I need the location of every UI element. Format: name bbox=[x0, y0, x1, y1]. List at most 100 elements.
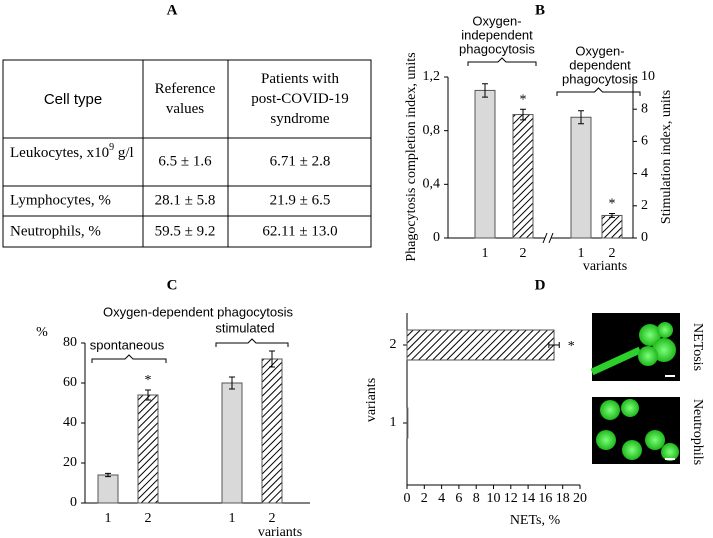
image-label: NETosis bbox=[690, 323, 705, 371]
micrograph bbox=[590, 313, 680, 381]
x-tick-label: 16 bbox=[538, 491, 552, 506]
annotation: independent bbox=[461, 27, 533, 42]
axis-break bbox=[542, 232, 554, 244]
error-bar bbox=[578, 110, 584, 125]
x-tick-label: 12 bbox=[504, 491, 518, 506]
significance-mark: * bbox=[609, 197, 616, 212]
bar bbox=[601, 214, 623, 239]
x-axis-label: variants bbox=[583, 259, 627, 274]
x-axis-label: variants bbox=[258, 525, 302, 538]
y2-tick-label: 10 bbox=[641, 69, 655, 84]
y-tick-label: 0,8 bbox=[423, 123, 441, 138]
annotation: Oxygen-dependent phagocytosis bbox=[103, 304, 294, 319]
x-tick-label: 14 bbox=[521, 491, 535, 506]
y-tick-label: 0,4 bbox=[423, 177, 441, 192]
y2-tick-label: 6 bbox=[641, 134, 648, 149]
y2-tick-label: 2 bbox=[641, 198, 648, 213]
y2-axis-label: Stimulation index, units bbox=[659, 90, 674, 224]
significance-mark: * bbox=[568, 339, 575, 354]
brace bbox=[91, 354, 167, 363]
x-tick-label: 1 bbox=[482, 246, 489, 261]
error-bar bbox=[145, 389, 151, 401]
x-tick-label: 20 bbox=[573, 491, 587, 506]
significance-mark: * bbox=[520, 92, 527, 107]
x-tick-label: 2 bbox=[609, 246, 616, 261]
annotation: phagocytosis bbox=[562, 71, 638, 86]
y-tick-label: 60 bbox=[63, 375, 77, 390]
y-axis-label: Phagocytosis completion index, units bbox=[404, 52, 419, 261]
error-bar bbox=[548, 342, 560, 348]
bar bbox=[261, 358, 283, 504]
y-tick-label: 40 bbox=[63, 415, 77, 430]
table-cell: Leukocytes, x109 g/l bbox=[10, 142, 134, 161]
bar bbox=[406, 407, 409, 439]
y2-tick-label: 4 bbox=[641, 166, 648, 181]
y-tick-label: 1 bbox=[390, 415, 397, 430]
panel-label: D bbox=[535, 277, 546, 293]
table-cell: 6.71 ± 2.8 bbox=[270, 153, 331, 169]
x-tick-label: 2 bbox=[520, 246, 527, 261]
table-cell: 62.11 ± 13.0 bbox=[262, 223, 337, 239]
bar bbox=[221, 382, 243, 504]
x-tick-label: 10 bbox=[487, 491, 501, 506]
table-header: Cell type bbox=[44, 91, 102, 108]
error-bar bbox=[482, 83, 488, 98]
annotation: Oxygen- bbox=[472, 13, 521, 28]
y-tick-label: 2 bbox=[390, 337, 397, 352]
error-bar bbox=[105, 472, 111, 478]
x-tick-label: 8 bbox=[473, 491, 480, 506]
x-tick-label: 1 bbox=[105, 511, 112, 526]
annotation: Oxygen- bbox=[575, 43, 624, 58]
annotation: spontaneous bbox=[90, 337, 165, 352]
panel-label: A bbox=[167, 2, 178, 18]
table-cell: Neutrophils, % bbox=[10, 223, 101, 239]
table-cell: 59.5 ± 9.2 bbox=[155, 223, 216, 239]
x-tick-label: 2 bbox=[145, 511, 152, 526]
table bbox=[2, 59, 372, 248]
x-tick-label: 2 bbox=[269, 511, 276, 526]
bar bbox=[474, 89, 496, 239]
panel-label: C bbox=[167, 277, 178, 293]
table-header: Patients with post-COVID-19 syndrome bbox=[251, 71, 349, 127]
image-label: Neutrophils bbox=[690, 399, 705, 465]
annotation: dependent bbox=[569, 57, 631, 72]
table-cell: 21.9 ± 6.5 bbox=[270, 192, 331, 208]
table-cell: 6.5 ± 1.6 bbox=[158, 153, 212, 169]
y-tick-label: 0 bbox=[433, 230, 440, 245]
error-bar bbox=[269, 350, 275, 368]
y-axis-label: % bbox=[36, 325, 48, 340]
x-tick-label: 4 bbox=[438, 491, 445, 506]
annotation: stimulated bbox=[215, 320, 274, 335]
table-cell: 28.1 ± 5.8 bbox=[155, 192, 216, 208]
y-tick-label: 80 bbox=[63, 335, 77, 350]
brace bbox=[556, 87, 641, 96]
y-tick-label: 1,2 bbox=[423, 69, 441, 84]
x-axis-label: NETs, % bbox=[510, 513, 561, 528]
bar bbox=[97, 474, 119, 504]
x-tick-label: 6 bbox=[455, 491, 462, 506]
error-bar bbox=[520, 108, 526, 121]
x-tick-label: 1 bbox=[229, 511, 236, 526]
x-tick-label: 2 bbox=[421, 491, 428, 506]
bar bbox=[570, 116, 592, 239]
bar bbox=[406, 329, 555, 361]
y-tick-label: 20 bbox=[63, 455, 77, 470]
brace bbox=[467, 57, 537, 66]
x-tick-label: 0 bbox=[404, 491, 411, 506]
y2-tick-label: 8 bbox=[641, 101, 648, 116]
table-cell: Lymphocytes, % bbox=[10, 192, 111, 208]
bar bbox=[137, 394, 159, 504]
x-tick-label: 18 bbox=[556, 491, 570, 506]
y-axis-label: variants bbox=[364, 378, 379, 422]
significance-mark: * bbox=[145, 373, 152, 388]
y2-tick-label: 0 bbox=[641, 230, 648, 245]
y-tick-label: 0 bbox=[70, 495, 77, 510]
table-header: Reference values bbox=[155, 81, 216, 117]
error-bar bbox=[609, 213, 615, 218]
error-bar bbox=[229, 376, 235, 390]
x-tick-label: 1 bbox=[578, 246, 585, 261]
bar bbox=[512, 114, 534, 239]
annotation: phagocytosis bbox=[459, 41, 535, 56]
brace bbox=[215, 338, 289, 347]
